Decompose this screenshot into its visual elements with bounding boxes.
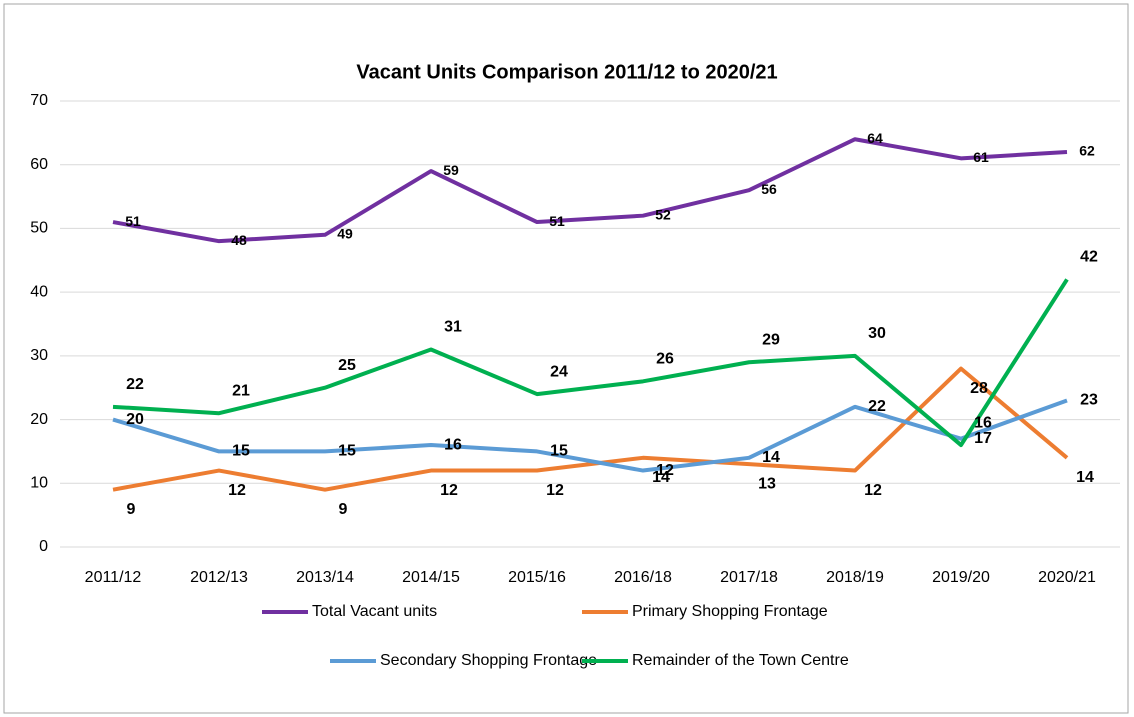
data-label: 14 (652, 469, 670, 486)
data-label: 24 (550, 363, 568, 380)
data-label: 9 (339, 501, 348, 518)
data-label: 28 (970, 380, 988, 397)
x-tick-label: 2011/12 (85, 569, 142, 586)
x-tick-label: 2016/18 (614, 569, 672, 586)
data-label: 52 (655, 206, 671, 222)
y-tick-label: 60 (30, 156, 48, 173)
legend-label: Total Vacant units (312, 603, 437, 620)
data-label: 22 (126, 376, 144, 393)
data-label: 20 (126, 411, 144, 428)
series-line (112, 278, 1069, 448)
data-label: 15 (550, 443, 568, 460)
data-label: 14 (1076, 469, 1094, 486)
legend-label: Primary Shopping Frontage (632, 603, 828, 620)
data-label: 21 (232, 382, 250, 399)
data-label: 13 (758, 475, 776, 492)
series-line (112, 366, 1069, 492)
y-tick-label: 20 (30, 411, 48, 428)
data-label: 30 (868, 325, 886, 342)
legend-label: Secondary Shopping Frontage (380, 652, 597, 669)
legend-label: Remainder of the Town Centre (632, 652, 849, 669)
data-label: 64 (867, 130, 883, 146)
data-label: 23 (1080, 392, 1098, 409)
data-label: 42 (1080, 249, 1098, 266)
x-tick-label: 2018/19 (826, 569, 884, 586)
y-tick-label: 40 (30, 283, 48, 300)
y-tick-label: 70 (30, 92, 48, 109)
data-label: 51 (549, 213, 565, 229)
data-label: 61 (973, 149, 989, 165)
data-label: 12 (546, 482, 564, 499)
x-tick-label: 2013/14 (296, 569, 354, 586)
data-label: 56 (761, 181, 777, 197)
y-tick-label: 0 (39, 538, 48, 555)
y-tick-label: 30 (30, 347, 48, 364)
data-label: 12 (228, 482, 246, 499)
x-tick-label: 2017/18 (720, 569, 778, 586)
data-label: 14 (762, 449, 780, 466)
data-label: 26 (656, 351, 674, 368)
data-label: 25 (338, 357, 356, 374)
data-label: 51 (125, 213, 141, 229)
x-tick-label: 2020/21 (1038, 569, 1096, 586)
data-label: 16 (444, 436, 462, 453)
data-label: 48 (231, 232, 247, 248)
x-tick-label: 2015/16 (508, 569, 566, 586)
data-label: 49 (337, 226, 353, 242)
data-label: 12 (864, 482, 882, 499)
chart-title: Vacant Units Comparison 2011/12 to 2020/… (356, 61, 777, 83)
series-line (112, 398, 1068, 473)
data-label: 15 (232, 443, 250, 460)
data-label: 16 (974, 414, 992, 431)
chart-border (3, 3, 1129, 714)
data-label: 12 (656, 462, 674, 479)
y-tick-label: 10 (30, 475, 48, 492)
series-line (112, 137, 1068, 244)
y-tick-label: 50 (30, 220, 48, 237)
data-label: 12 (440, 482, 458, 499)
data-label: 17 (974, 430, 992, 447)
data-label: 31 (444, 319, 462, 336)
x-tick-label: 2012/13 (190, 569, 248, 586)
data-label: 62 (1079, 143, 1095, 159)
data-label: 15 (338, 443, 356, 460)
x-tick-label: 2014/15 (402, 569, 460, 586)
data-label: 59 (443, 162, 459, 178)
data-label: 29 (762, 331, 780, 348)
data-label: 22 (868, 398, 886, 415)
data-label: 9 (127, 501, 136, 518)
x-tick-label: 2019/20 (932, 569, 990, 586)
